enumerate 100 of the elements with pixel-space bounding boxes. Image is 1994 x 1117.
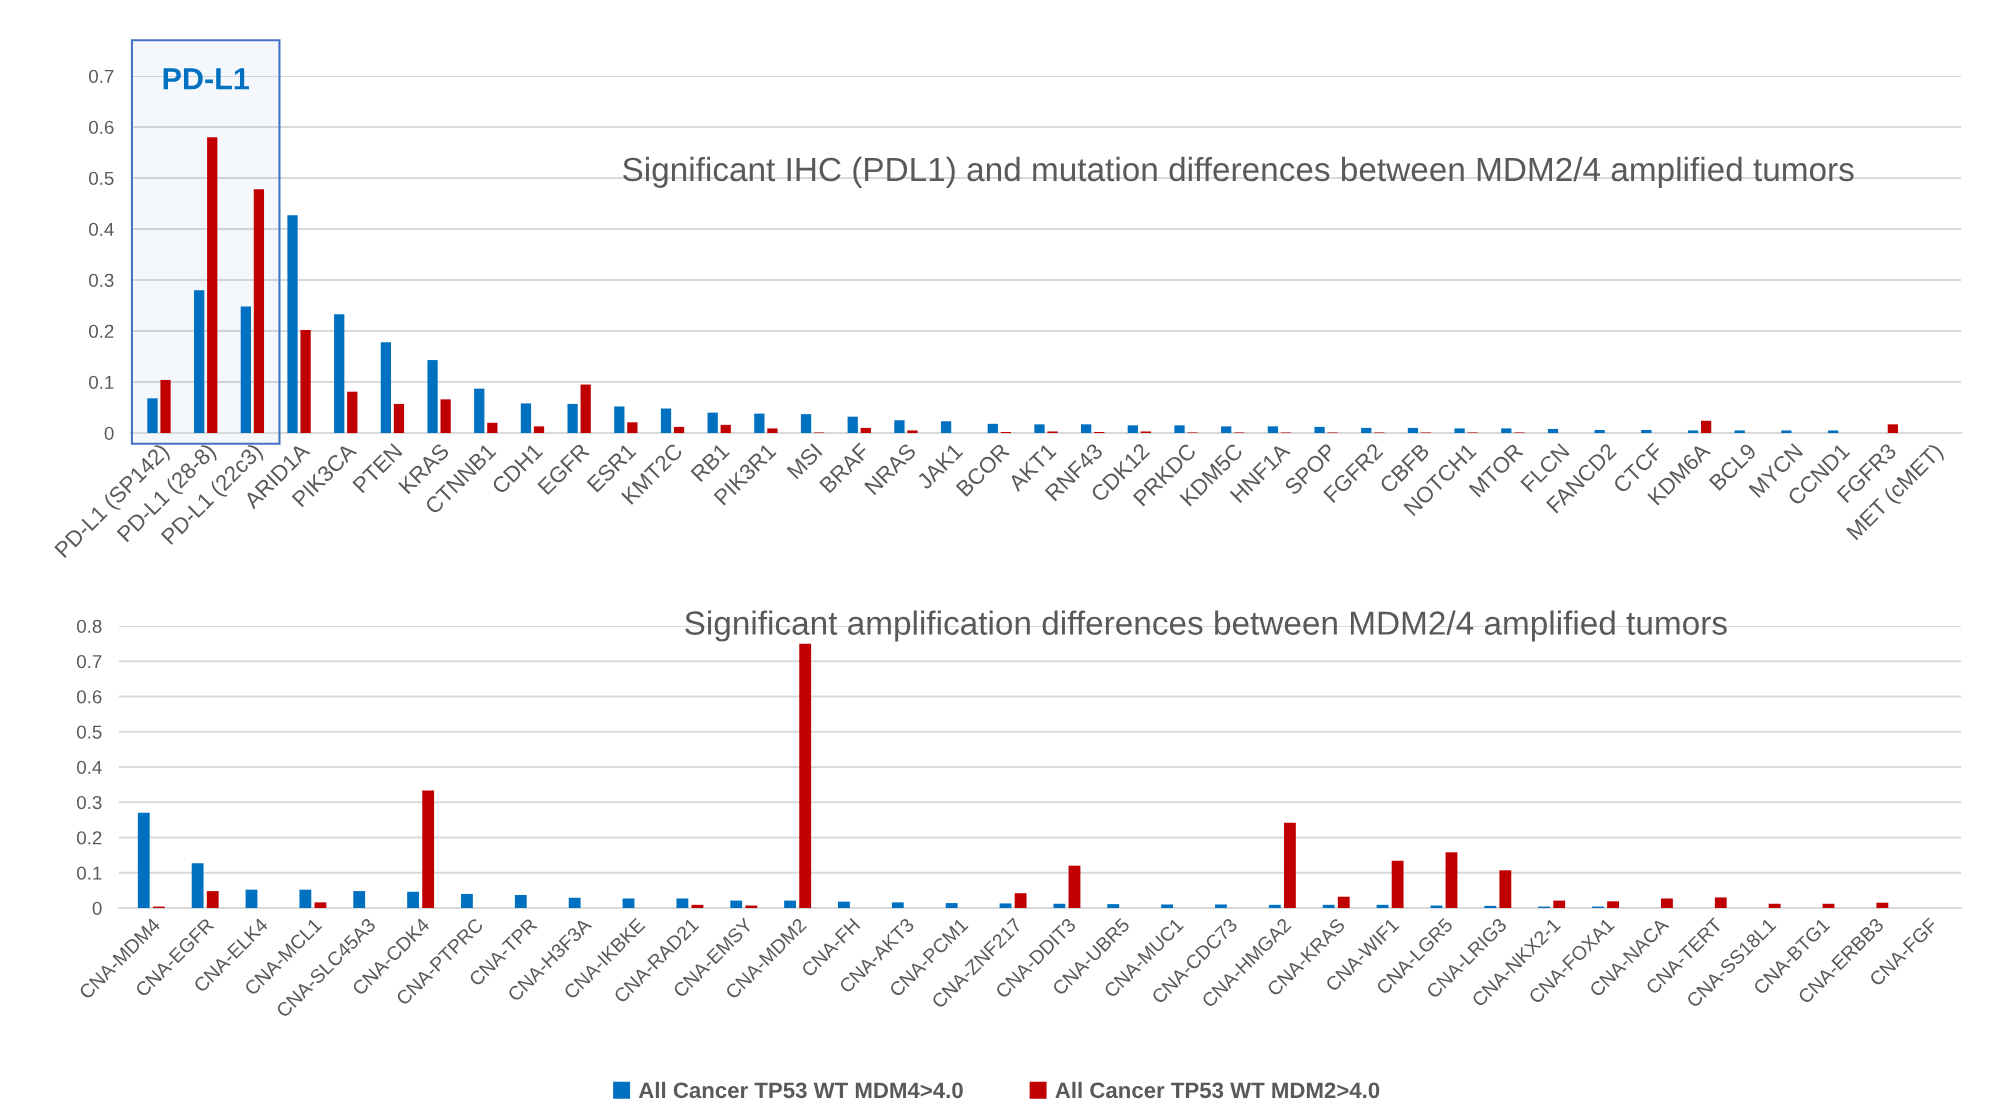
bar [847,416,858,433]
bar [191,863,204,908]
bar [207,137,218,433]
bar [1053,903,1066,908]
bar [940,421,952,433]
y-tick-label: 0 [104,426,114,440]
bar [707,412,718,433]
bar [1361,427,1372,433]
bar [1781,430,1792,433]
y-tick-label: 0.1 [89,375,114,389]
bar [720,424,731,433]
bar [1484,905,1497,908]
bar [1445,852,1458,908]
bar [1014,893,1027,908]
bar [907,430,918,433]
y-tick-label: 0.3 [89,273,114,287]
bar [673,426,685,433]
bar [676,898,689,908]
y-tick-label: 0.6 [77,690,102,704]
bar [1107,904,1120,908]
bar [1081,424,1092,433]
bar [1714,897,1727,908]
bar [1887,424,1898,433]
bar [730,900,743,908]
bar [1268,904,1281,908]
bar [891,902,904,908]
bar [622,898,635,908]
y-tick-label: 0.5 [89,171,114,185]
bar [1687,430,1699,433]
bar [999,903,1012,908]
bar [514,894,527,908]
bar [440,399,451,433]
bar [520,403,532,433]
legend-label: All Cancer TP53 WT MDM4>4.0 [638,1081,963,1099]
bar [287,215,298,433]
bar [580,384,591,433]
bar [627,422,638,433]
y-tick-label: 0.3 [77,795,102,810]
bar [860,427,871,433]
y-tick-label: 0.4 [77,760,102,774]
bar [253,189,265,433]
bar [474,388,485,433]
bar [487,422,498,433]
bar [754,413,765,433]
bar [461,893,473,908]
bar [660,408,672,433]
bar [380,342,392,433]
y-tick-label: 0.5 [77,725,102,739]
bar [393,403,405,433]
y-tick-label: 0.2 [77,831,102,845]
bar [1641,429,1652,433]
bar [1454,428,1465,433]
y-tick-label: 0.4 [89,222,114,236]
bar [353,891,366,908]
bar [1700,420,1712,433]
bar [1594,429,1605,433]
y-tick-label: 0.7 [89,69,114,83]
bar [1661,898,1673,908]
bar [245,889,258,908]
bar [1068,865,1081,908]
bar [1553,900,1566,908]
bar [1734,430,1745,433]
bar [1267,426,1279,433]
bar [194,290,205,433]
bar [347,391,358,433]
bar [1547,428,1559,433]
y-tick-label: 0.8 [77,619,102,633]
bar [240,306,251,433]
bar [1607,901,1619,908]
bar [838,901,850,908]
bar [1501,428,1512,433]
bar [1768,903,1781,908]
y-tick-label: 0.6 [89,120,114,134]
bar [800,414,812,433]
bar [160,379,171,433]
bar [1174,425,1185,433]
bar [1127,425,1138,433]
band-label: PD-L1 [163,68,249,90]
bar [784,900,797,908]
bar [427,360,438,433]
bar [945,903,958,908]
bar [614,406,625,433]
bar [1322,904,1335,908]
bar [567,403,578,433]
legend-label: All Cancer TP53 WT MDM2>4.0 [1055,1081,1380,1099]
y-tick-label: 0 [92,901,102,915]
bar [422,790,435,908]
bar [987,423,998,433]
bar [1161,904,1174,908]
bar [1215,904,1227,908]
bar [568,897,581,908]
bar [1034,424,1045,433]
bar [300,329,311,433]
bar [533,426,545,433]
bar [1337,896,1350,908]
bar [137,812,150,908]
bar [314,902,327,908]
bar [799,643,812,908]
bar [894,420,905,433]
bar [767,428,778,433]
